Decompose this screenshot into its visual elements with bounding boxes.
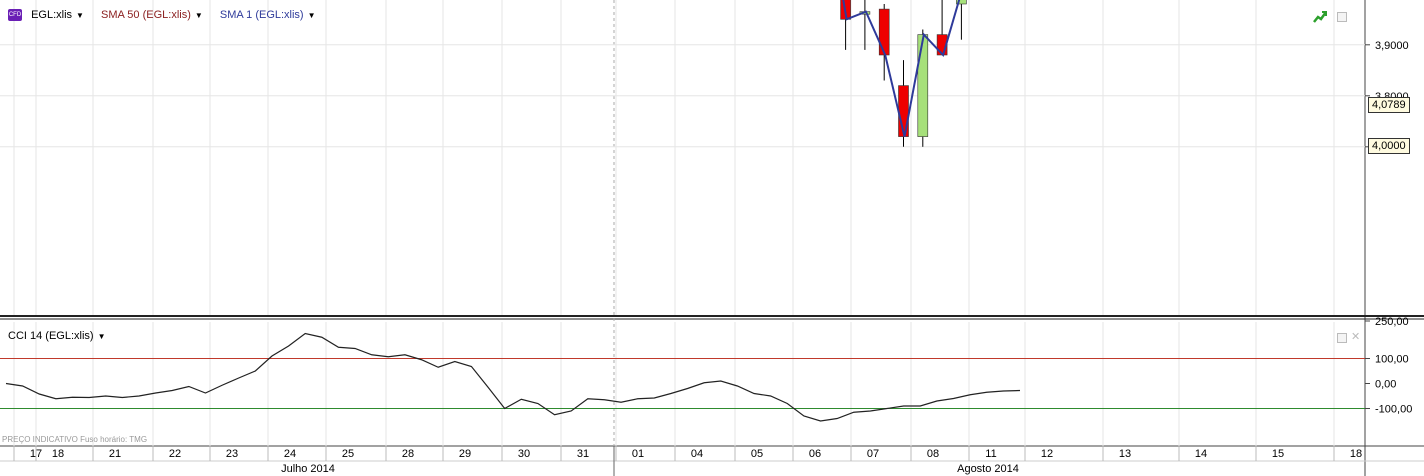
dropdown-arrow-icon: ▼	[97, 331, 106, 341]
cci-y-tick-label: 250,00	[1375, 316, 1409, 328]
main-legend: CFD EGL:xlis ▼ SMA 50 (EGL:xlis) ▼ SMA 1 (…	[8, 9, 330, 21]
candle-down	[878, 8, 890, 56]
sma1-legend-item[interactable]: SMA 1 (EGL:xlis) ▼	[220, 9, 316, 21]
x-tick-label: 08	[927, 448, 939, 460]
x-tick-label: 23	[226, 448, 238, 460]
candle-up	[917, 34, 929, 137]
x-tick-label: 31	[577, 448, 589, 460]
symbol-label: EGL:xlis	[31, 9, 73, 22]
x-tick-label: 28	[402, 448, 414, 460]
last-close-price-tag: 4,0789	[1368, 97, 1410, 113]
candle-up	[956, 0, 967, 5]
cci-series-line	[5, 332, 1021, 422]
x-tick-label: 12	[1041, 448, 1053, 460]
x-tick-label: 14	[1195, 448, 1207, 460]
sma1-series-line	[842, 0, 961, 137]
dropdown-arrow-icon: ▼	[307, 10, 316, 20]
cci-maximize-icon[interactable]	[1337, 333, 1347, 343]
x-tick-label: 24	[284, 448, 296, 460]
dropdown-arrow-icon: ▼	[76, 10, 84, 20]
timezone-footnote: PREÇO INDICATIVO Fuso horário: TMG	[2, 435, 148, 444]
cci-y-tick-label: -100,00	[1375, 404, 1412, 416]
x-tick-label: 04	[691, 448, 703, 460]
x-tick-label: 29	[459, 448, 471, 460]
x-tick-label: 21	[109, 448, 121, 460]
sma50-label: SMA 50 (EGL:xlis)	[101, 9, 191, 22]
dropdown-arrow-icon: ▼	[194, 10, 203, 20]
current-price-tag: 4,0000	[1368, 138, 1410, 154]
x-tick-label: 11	[985, 448, 996, 460]
x-tick-label: 25	[342, 448, 354, 460]
sma50-legend-item[interactable]: SMA 50 (EGL:xlis) ▼	[101, 9, 203, 21]
x-tick-label: 18	[1350, 448, 1362, 460]
x-tick-label: 22	[169, 448, 181, 460]
x-tick-label: 01	[632, 448, 644, 460]
cci-y-tick-label: 100,00	[1375, 354, 1409, 366]
sma1-label: SMA 1 (EGL:xlis)	[219, 9, 304, 22]
cci-label: CCI 14 (EGL:xlis)	[8, 330, 94, 343]
x-tick-label: 13	[1119, 448, 1131, 460]
maximize-icon[interactable]	[1337, 12, 1347, 22]
x-tick-label: 07	[867, 448, 879, 460]
y-tick-label: 3,9000	[1375, 40, 1409, 52]
x-tick-label: 15	[1272, 448, 1284, 460]
month-label: Julho 2014	[281, 463, 335, 475]
cci-legend[interactable]: CCI 14 (EGL:xlis) ▼	[8, 330, 106, 342]
x-tick-label: 05	[751, 448, 763, 460]
cfd-badge-icon: CFD	[8, 9, 22, 22]
x-tick-label: 30	[518, 448, 530, 460]
x-tick-label: 18	[52, 448, 64, 460]
cci-close-icon[interactable]: ✕	[1351, 331, 1361, 343]
month-label: Agosto 2014	[957, 463, 1019, 475]
trend-icon[interactable]	[1312, 9, 1328, 25]
symbol-legend-item[interactable]: EGL:xlis ▼	[31, 9, 84, 21]
x-tick-label: 06	[809, 448, 821, 460]
cci-y-tick-label: 0,00	[1375, 379, 1396, 391]
